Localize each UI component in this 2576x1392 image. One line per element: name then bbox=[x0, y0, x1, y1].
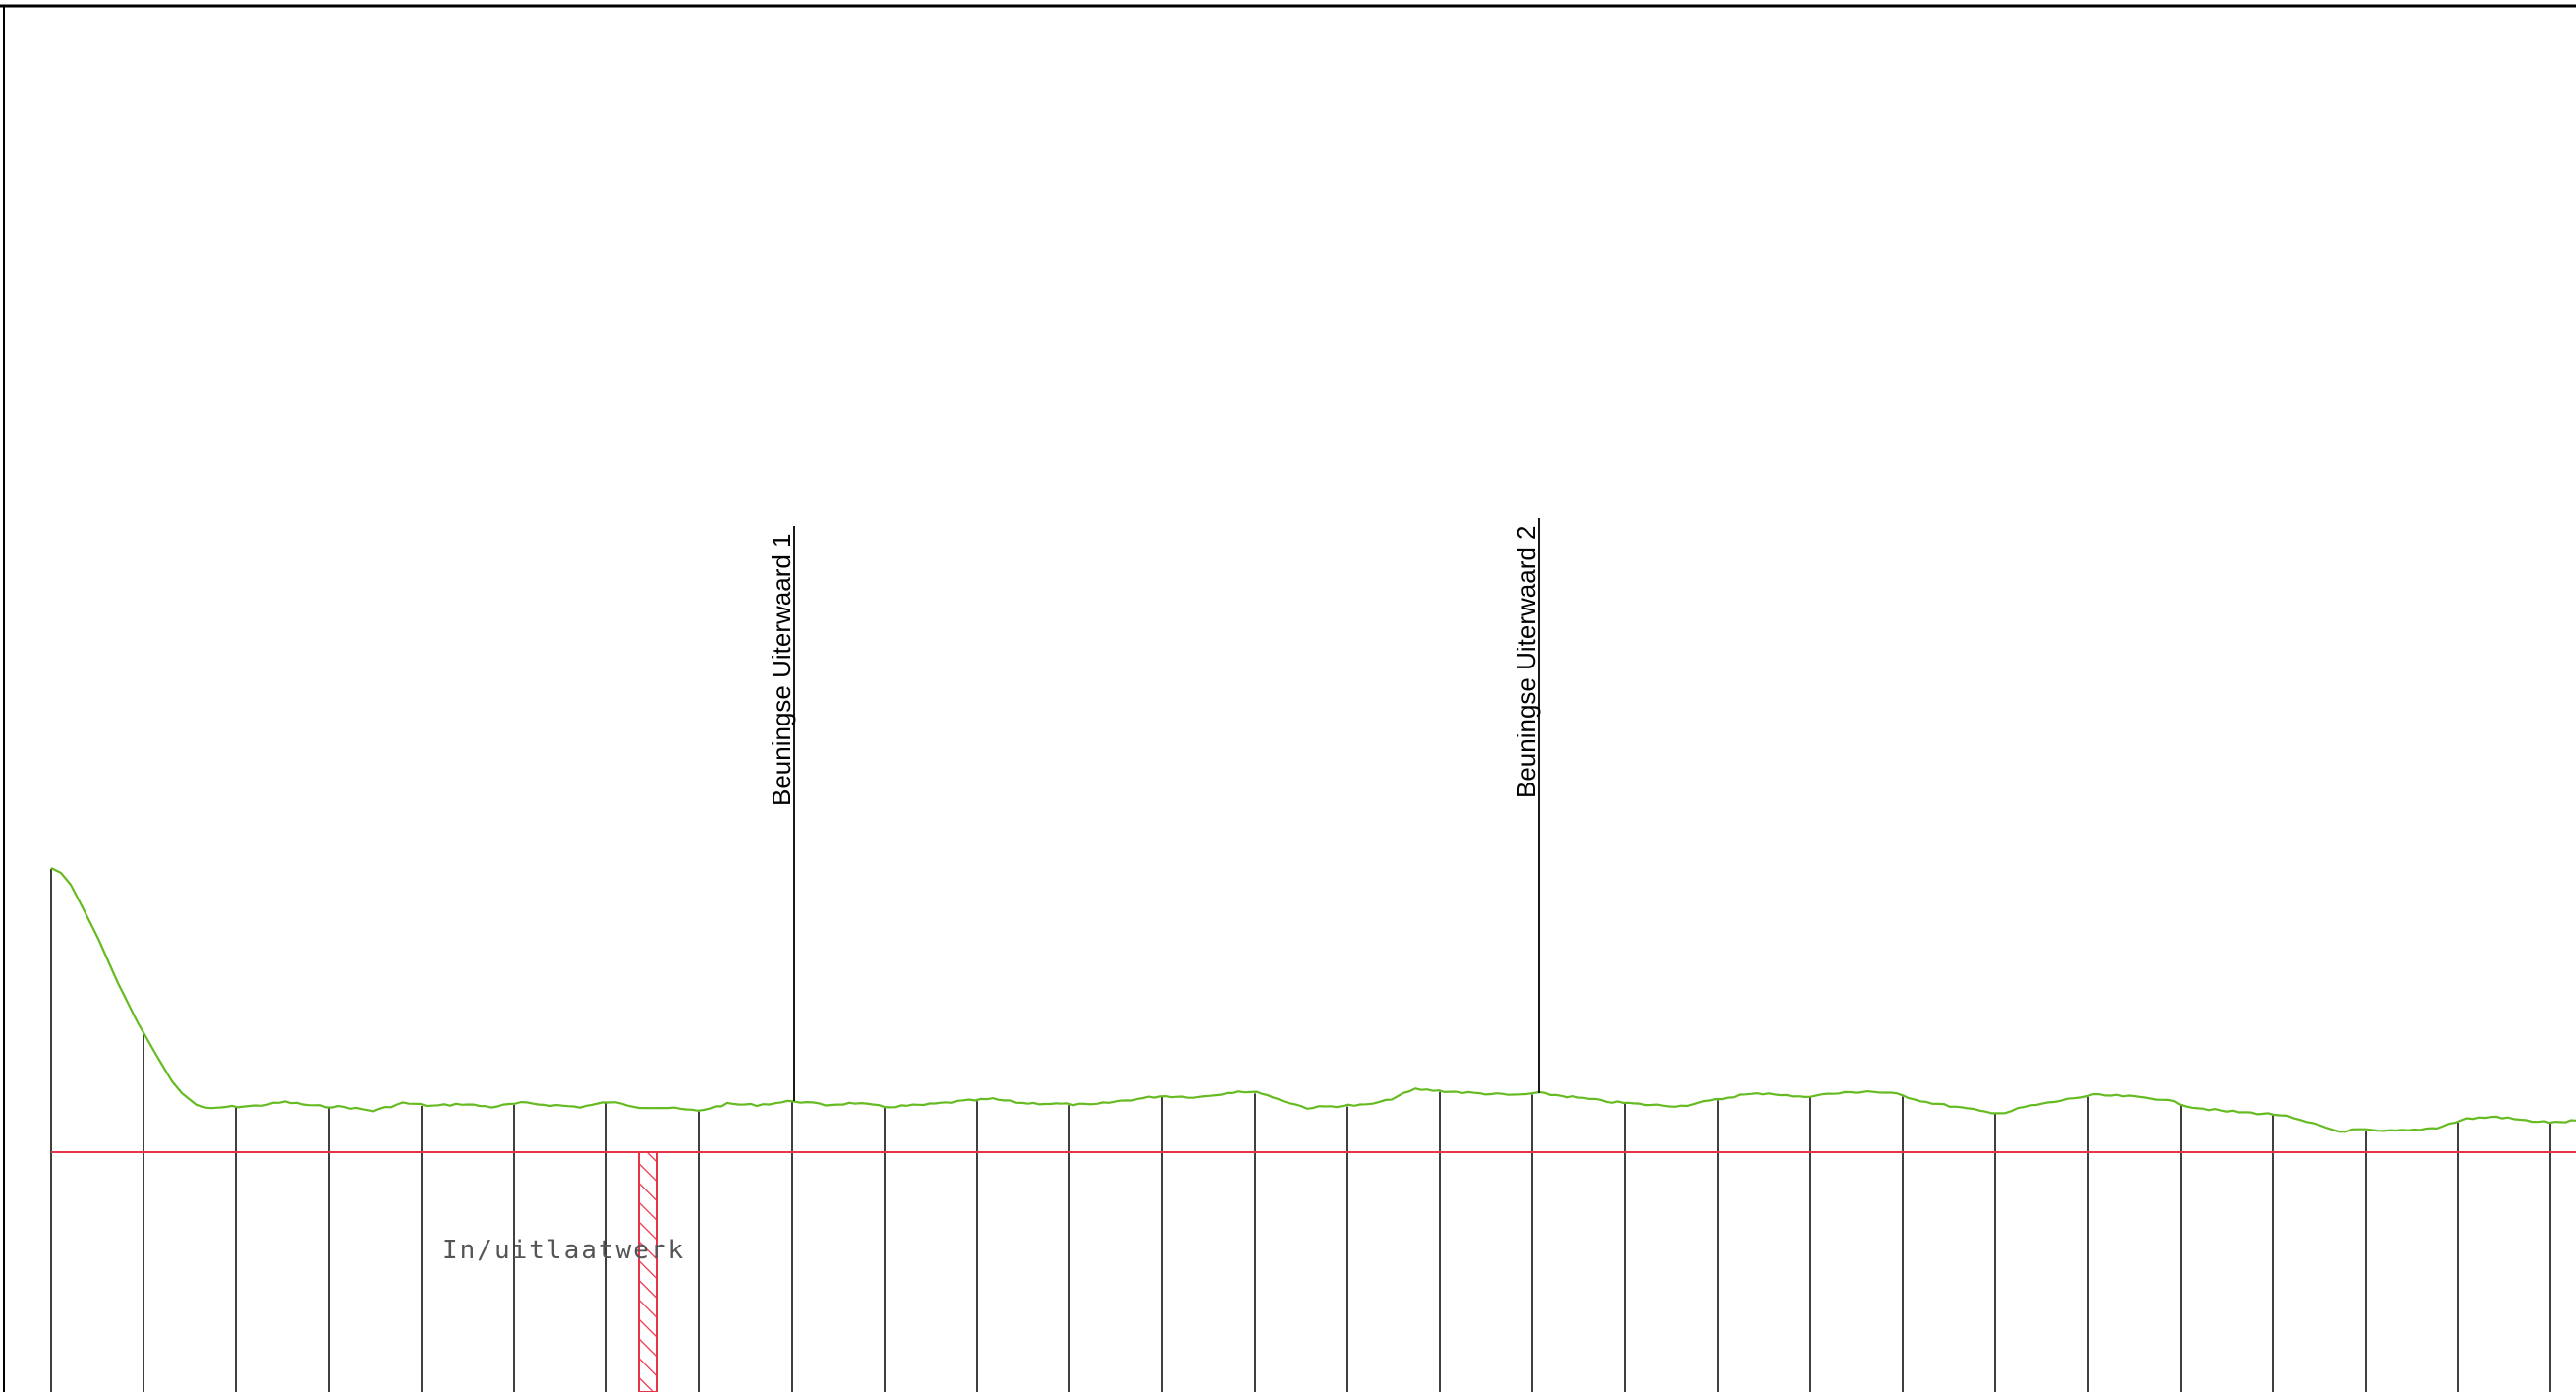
inlet-outlet-structure bbox=[638, 1151, 658, 1392]
marker-label-uiterwaard-2: Beuningse Uiterwaard 2 bbox=[1512, 526, 1541, 799]
marker-label-uiterwaard-1: Beuningse Uiterwaard 1 bbox=[767, 534, 796, 807]
terrain-profile-line bbox=[50, 867, 2576, 1133]
structure-label: In/uitlaatwerk bbox=[442, 1236, 685, 1265]
station-lines bbox=[50, 869, 2551, 1392]
